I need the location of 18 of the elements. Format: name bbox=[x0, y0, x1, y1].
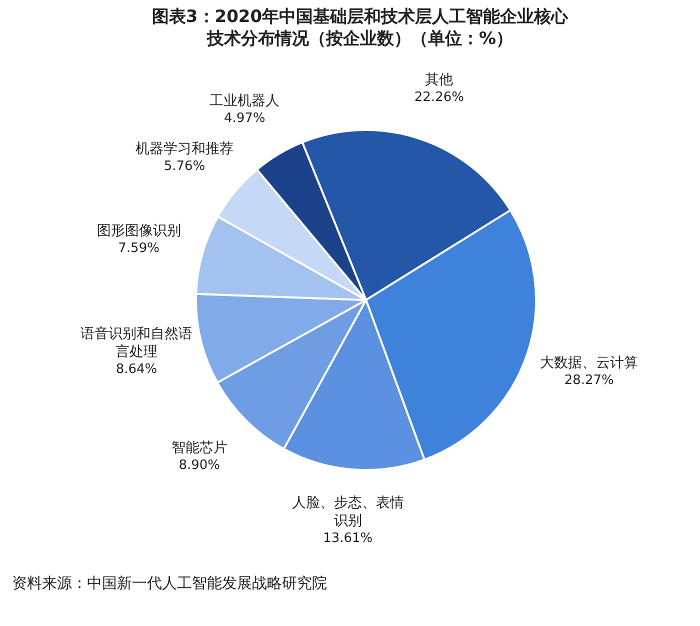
data-label: 28.27% bbox=[563, 372, 615, 390]
data-label: 7.59% bbox=[117, 240, 160, 258]
slice-label: 人脸、步态、表情识别 bbox=[290, 494, 405, 530]
slice-label: 大数据、云计算 bbox=[539, 354, 640, 372]
text: 资料来源：中国新一代人工智能发展战略研究院 bbox=[12, 574, 328, 592]
slice-label: 图形图像识别 bbox=[96, 222, 182, 240]
data-label: 22.26% bbox=[413, 88, 465, 107]
slice-label: 智能芯片 bbox=[170, 439, 228, 458]
slice-label: 工业机器人 bbox=[208, 92, 281, 110]
slice-label: 其他 bbox=[424, 70, 454, 89]
slice-label: 机器学习和推荐 bbox=[134, 140, 235, 158]
data-label: 8.64% bbox=[114, 360, 158, 379]
data-label: 5.76% bbox=[162, 158, 206, 176]
slice-label: 语音识别和自然语言处理 bbox=[80, 324, 194, 361]
chart-title: 图表3：2020年中国基础层和技术层人工智能企业核心技术分布情况（按企业数）（单位：%） bbox=[150, 6, 570, 50]
data-label: 8.90% bbox=[178, 457, 221, 476]
data-label: 13.61% bbox=[322, 530, 374, 548]
data-label: 4.97% bbox=[222, 110, 266, 128]
